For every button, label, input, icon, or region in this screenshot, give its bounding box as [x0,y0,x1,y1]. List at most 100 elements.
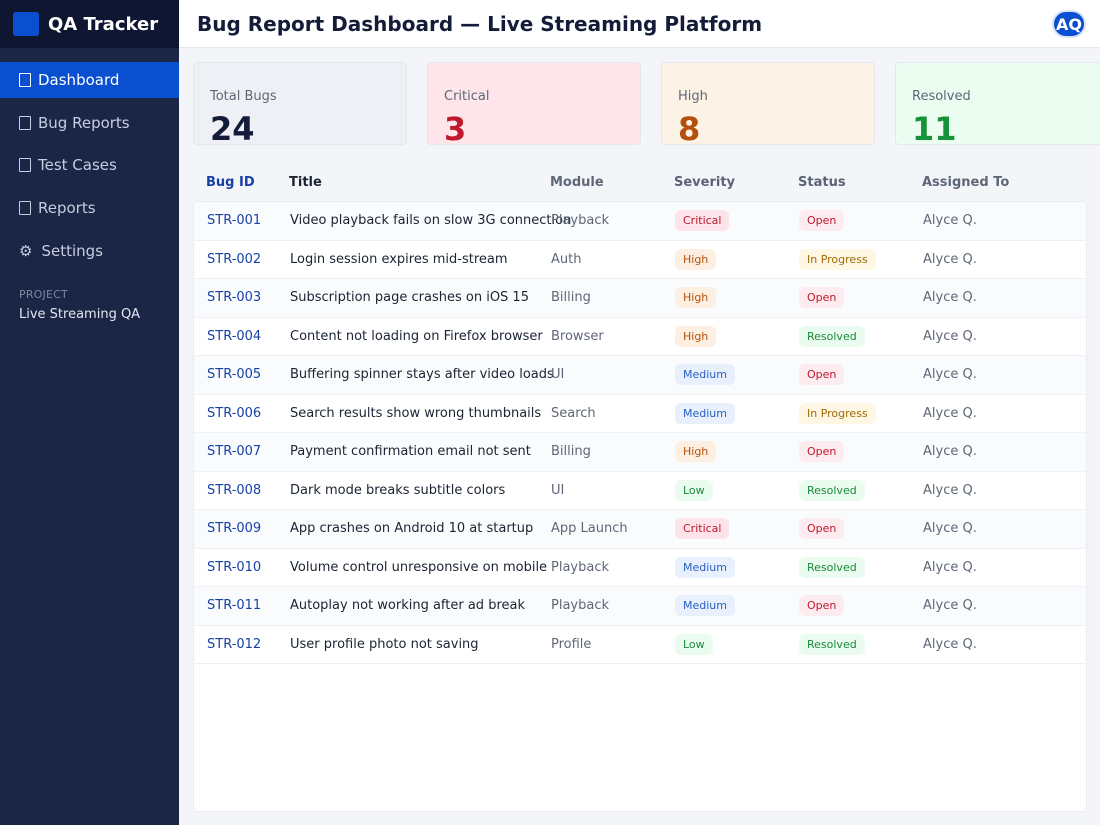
table-row[interactable]: STR-006 Search results show wrong thumbna… [194,395,1086,433]
sidebar-item-label: Reports [38,199,96,218]
sidebar-item-reports[interactable]: Reports [0,190,179,226]
bug-id-link[interactable]: STR-006 [207,405,262,421]
severity-badge: Medium [675,364,735,386]
column-header[interactable]: Title [289,174,322,190]
status-badge: Open [799,287,845,309]
checklist-icon [19,158,31,173]
project-name[interactable]: Live Streaming QA [19,306,141,322]
assignee: Alyce Q. [923,290,977,306]
assignee: Alyce Q. [923,328,977,344]
bug-title: Content not loading on Firefox browser [290,328,543,344]
column-header[interactable]: Severity [674,174,736,190]
bug-module: Auth [551,251,582,267]
brand[interactable]: QA Tracker [0,0,179,48]
table-row[interactable]: STR-007 Payment confirmation email not se… [194,433,1086,472]
stat-value: 8 [678,110,701,145]
status-badge: Open [799,595,845,617]
avatar[interactable]: AQ [1052,10,1086,38]
bug-module: Billing [551,290,591,306]
table-row[interactable]: STR-003 Subscription page crashes on iOS … [194,279,1086,318]
assignee: Alyce Q. [923,213,977,229]
bug-id-link[interactable]: STR-008 [207,482,262,498]
page-title: Bug Report Dashboard — Live Streaming Pl… [197,11,763,36]
table-row[interactable]: STR-005 Buffering spinner stays after vid… [194,356,1086,395]
bug-module: Billing [551,444,591,460]
bug-id-link[interactable]: STR-010 [207,559,262,575]
table-body: STR-001 Video playback fails on slow 3G c… [193,201,1087,812]
sidebar-item-settings[interactable]: ⚙ Settings [0,233,179,269]
table-row[interactable]: STR-011 Autoplay not working after ad bre… [194,587,1086,626]
column-header[interactable]: Assigned To [922,174,1010,190]
bug-title: Login session expires mid-stream [290,251,508,267]
severity-badge: Critical [675,210,730,232]
bug-title: App crashes on Android 10 at startup [290,521,534,537]
status-badge: In Progress [799,402,876,424]
status-badge: Resolved [799,325,865,347]
bug-id-link[interactable]: STR-009 [207,521,262,537]
bug-title: Subscription page crashes on iOS 15 [290,290,529,306]
bug-module: Search [551,405,596,421]
stat-card-resolved: Resolved 11 [895,62,1100,145]
assignee: Alyce Q. [923,598,977,614]
bug-module: Profile [551,636,592,652]
stat-card-total: Total Bugs 24 [193,62,407,145]
bug-title: Search results show wrong thumbnails [290,405,542,421]
stat-label: Resolved [912,89,971,104]
bug-id-link[interactable]: STR-003 [207,290,262,306]
gear-icon: ⚙ [19,241,33,260]
column-header[interactable]: Status [798,174,846,190]
bug-id-link[interactable]: STR-012 [207,636,262,652]
table-row[interactable]: STR-009 App crashes on Android 10 at star… [194,510,1086,549]
status-badge: Resolved [799,479,865,501]
column-header[interactable]: Module [550,174,604,190]
sidebar-item-label: Bug Reports [38,113,130,132]
bug-title: Dark mode breaks subtitle colors [290,482,506,498]
severity-badge: High [675,287,717,309]
table-row[interactable]: STR-001 Video playback fails on slow 3G c… [194,202,1086,241]
assignee: Alyce Q. [923,367,977,383]
stat-card-high: High 8 [661,62,875,145]
bug-title: Volume control unresponsive on mobile [290,559,548,575]
table-row[interactable]: STR-008 Dark mode breaks subtitle colors U… [194,472,1086,510]
chart-icon [19,201,31,216]
severity-badge: Medium [675,556,735,578]
bug-id-link[interactable]: STR-002 [207,251,262,267]
bug-id-link[interactable]: STR-001 [207,213,262,229]
bug-id-link[interactable]: STR-004 [207,328,262,344]
project-label: PROJECT [19,287,68,301]
table-header: Bug ID Title Module Severity Status Assi… [193,163,1087,201]
table-row[interactable]: STR-004 Content not loading on Firefox br… [194,318,1086,356]
status-badge: Resolved [799,633,865,655]
stat-label: High [678,89,708,104]
sidebar-item-dashboard[interactable]: Dashboard [0,62,179,98]
app-logo-icon [13,12,39,36]
column-header[interactable]: Bug ID [206,174,255,190]
stat-label: Total Bugs [210,89,277,104]
stats-row: Total Bugs 24 Critical 3 High 8 Resolved… [193,62,1100,145]
sidebar-item-test-cases[interactable]: Test Cases [0,147,179,183]
table-row[interactable]: STR-002 Login session expires mid-stream A… [194,241,1086,279]
table-row[interactable]: STR-012 User profile photo not saving Prof… [194,626,1086,664]
severity-badge: Low [675,479,713,501]
severity-badge: High [675,441,717,463]
table-row[interactable]: STR-010 Volume control unresponsive on mo… [194,549,1086,587]
status-badge: Open [799,364,845,386]
status-badge: Open [799,210,845,232]
severity-badge: High [675,325,717,347]
sidebar: QA Tracker Dashboard Bug Reports Test Ca… [0,0,179,825]
stat-value: 24 [210,110,255,145]
header: Bug Report Dashboard — Live Streaming Pl… [179,0,1100,48]
stat-value: 11 [912,110,957,145]
bug-id-link[interactable]: STR-005 [207,367,262,383]
stat-label: Critical [444,89,490,104]
bug-id-link[interactable]: STR-011 [207,598,262,614]
project-section: PROJECT Live Streaming QA [0,288,179,322]
assignee: Alyce Q. [923,251,977,267]
sidebar-nav: Dashboard Bug Reports Test Cases Reports… [0,62,179,269]
status-badge: Open [799,518,845,540]
status-badge: Open [799,441,845,463]
dashboard-icon [19,73,31,87]
bug-module: UI [551,367,565,383]
bug-id-link[interactable]: STR-007 [207,444,262,460]
sidebar-item-bug-reports[interactable]: Bug Reports [0,105,179,141]
